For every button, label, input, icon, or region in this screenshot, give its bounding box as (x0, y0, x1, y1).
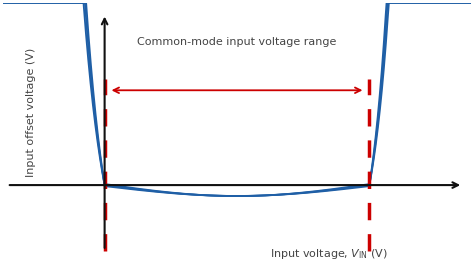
Text: Input voltage, $V_\mathrm{IN}$ (V): Input voltage, $V_\mathrm{IN}$ (V) (270, 247, 388, 261)
Text: Common-mode input voltage range: Common-mode input voltage range (137, 36, 337, 47)
Text: Input offset voltage (V): Input offset voltage (V) (26, 48, 36, 177)
